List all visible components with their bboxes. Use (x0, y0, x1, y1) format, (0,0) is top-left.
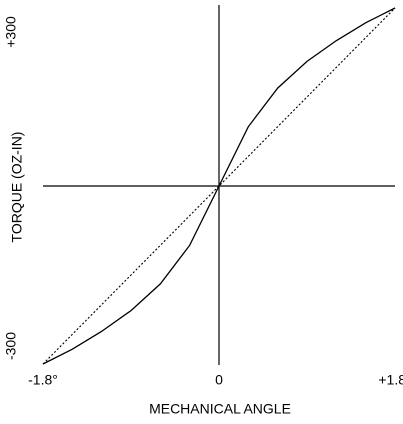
y-tick-label: -300 (3, 332, 19, 360)
x-tick-label: -1.8° (28, 372, 58, 388)
curve (42, 7, 396, 365)
y-tick-label: +300 (3, 16, 19, 48)
x-tick-label: 0 (215, 372, 223, 388)
x-tick-label: +1.8° (378, 372, 403, 388)
x-axis-label: MECHANICAL ANGLE (149, 401, 291, 417)
curve (42, 7, 396, 365)
y-axis-label: TORQUE (OZ-IN) (9, 132, 25, 243)
